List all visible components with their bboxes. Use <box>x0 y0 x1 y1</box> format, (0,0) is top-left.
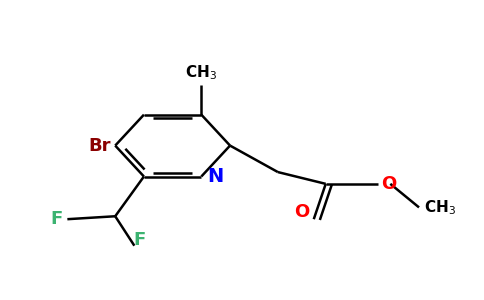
Text: CH$_3$: CH$_3$ <box>424 198 456 217</box>
Text: Br: Br <box>88 136 110 154</box>
Text: F: F <box>50 210 62 228</box>
Text: O: O <box>381 175 396 193</box>
Text: F: F <box>133 231 145 249</box>
Text: CH$_3$: CH$_3$ <box>185 64 217 82</box>
Text: N: N <box>207 167 223 186</box>
Text: O: O <box>294 203 309 221</box>
